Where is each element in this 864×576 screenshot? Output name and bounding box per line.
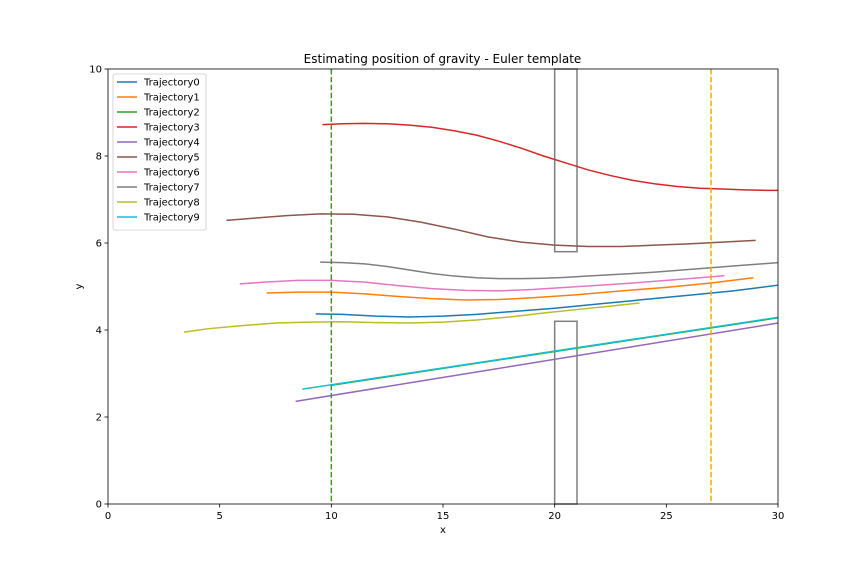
series-line-trajectory5 <box>226 213 756 248</box>
x-tick-label: 15 <box>437 511 450 522</box>
series-line-trajectory1 <box>266 277 754 301</box>
x-tick-label: 0 <box>105 511 111 522</box>
legend-label: Trajectory7 <box>143 183 200 194</box>
y-axis: 0 2 4 6 8 10 <box>89 65 108 511</box>
legend-label: Trajectory1 <box>143 93 200 104</box>
y-tick-label: 4 <box>96 326 102 337</box>
legend: Trajectory0 Trajectory1 Trajectory2 Traject… <box>112 73 207 231</box>
series-line-trajectory9 <box>302 316 779 390</box>
y-axis-label: y <box>74 283 85 289</box>
x-axis-label: x <box>440 525 446 536</box>
legend-frame <box>112 73 207 231</box>
y-tick-label: 0 <box>96 500 102 511</box>
legend-label: Trajectory3 <box>143 123 200 134</box>
legend-label: Trajectory0 <box>143 78 200 89</box>
series-line-trajectory4 <box>295 322 779 403</box>
legend-label: Trajectory2 <box>143 108 200 119</box>
series-line-trajectory6 <box>239 274 725 292</box>
legend-label: Trajectory5 <box>143 153 200 164</box>
legend-label: Trajectory8 <box>143 198 200 209</box>
x-tick-label: 30 <box>772 511 785 522</box>
plot-area <box>183 68 779 505</box>
legend-label: Trajectory9 <box>143 213 200 224</box>
y-tick-label: 8 <box>96 152 102 163</box>
x-tick-label: 25 <box>660 511 673 522</box>
x-tick-label: 5 <box>216 511 222 522</box>
x-tick-label: 20 <box>548 511 561 522</box>
x-axis: 0 5 10 15 20 25 30 <box>105 504 785 522</box>
y-tick-label: 2 <box>96 413 102 424</box>
x-tick-label: 10 <box>325 511 338 522</box>
legend-label: Trajectory4 <box>143 138 200 149</box>
series-line-trajectory0 <box>315 284 779 318</box>
legend-label: Trajectory6 <box>143 168 200 179</box>
y-tick-label: 10 <box>89 65 102 76</box>
series-line-trajectory8 <box>183 302 640 333</box>
chart-title: Estimating position of gravity - Euler t… <box>304 52 582 66</box>
y-tick-label: 6 <box>96 239 102 250</box>
